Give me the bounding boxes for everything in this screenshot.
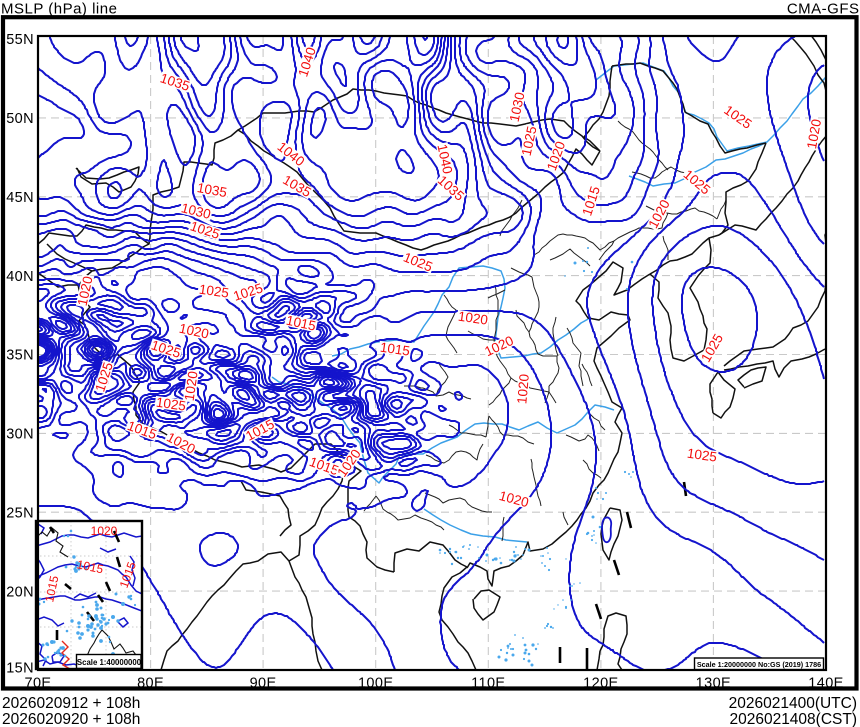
svg-text:35N: 35N (6, 348, 34, 364)
svg-text:15N: 15N (6, 661, 34, 677)
svg-text:20N: 20N (6, 584, 34, 600)
svg-text:1025: 1025 (198, 282, 230, 301)
svg-text:55N: 55N (6, 32, 34, 48)
svg-text:100E: 100E (358, 676, 393, 692)
svg-text:1020: 1020 (178, 321, 211, 342)
svg-text:120E: 120E (583, 676, 618, 692)
svg-text:1015: 1015 (42, 574, 61, 603)
svg-text:80E: 80E (137, 676, 164, 692)
svg-text:1015: 1015 (379, 340, 411, 359)
svg-text:1020: 1020 (804, 118, 824, 150)
svg-text:130E: 130E (696, 676, 731, 692)
svg-text:1020: 1020 (457, 309, 489, 328)
svg-text:1030: 1030 (507, 91, 528, 124)
svg-text:45N: 45N (6, 190, 34, 206)
svg-text:MSLP (hPa) line: MSLP (hPa) line (1, 1, 117, 18)
svg-text:1030: 1030 (180, 200, 213, 222)
svg-text:90E: 90E (250, 676, 277, 692)
svg-text:1020: 1020 (498, 488, 531, 510)
svg-text:1015: 1015 (76, 557, 105, 576)
svg-text:Scale 1:40000000: Scale 1:40000000 (77, 658, 142, 667)
svg-text:140E: 140E (808, 676, 843, 692)
svg-text:2026021408(CST): 2026021408(CST) (729, 711, 857, 727)
svg-text:1035: 1035 (196, 180, 228, 200)
svg-text:2026020920 + 108h: 2026020920 + 108h (2, 711, 140, 727)
svg-text:1020: 1020 (75, 275, 96, 308)
svg-text:Scale 1:20000000 No:GS (2019): Scale 1:20000000 No:GS (2019) 1786 (697, 660, 821, 669)
svg-text:1025: 1025 (686, 446, 718, 465)
svg-text:1020: 1020 (182, 370, 201, 402)
svg-text:25N: 25N (6, 506, 34, 522)
svg-text:1020: 1020 (91, 524, 118, 538)
svg-text:2026020912 + 108h: 2026020912 + 108h (2, 695, 140, 712)
svg-text:1025: 1025 (155, 395, 187, 414)
svg-text:110E: 110E (471, 676, 505, 692)
svg-text:CMA-GFS: CMA-GFS (787, 1, 860, 18)
svg-text:1040: 1040 (434, 143, 455, 176)
svg-text:50N: 50N (6, 111, 34, 127)
svg-text:70E: 70E (25, 676, 52, 692)
svg-text:1025: 1025 (519, 125, 540, 158)
svg-text:30N: 30N (6, 427, 34, 443)
svg-text:2026021400(UTC): 2026021400(UTC) (729, 695, 857, 712)
svg-text:40N: 40N (6, 269, 34, 285)
svg-text:1015: 1015 (285, 313, 318, 334)
svg-text:1020: 1020 (514, 373, 532, 404)
